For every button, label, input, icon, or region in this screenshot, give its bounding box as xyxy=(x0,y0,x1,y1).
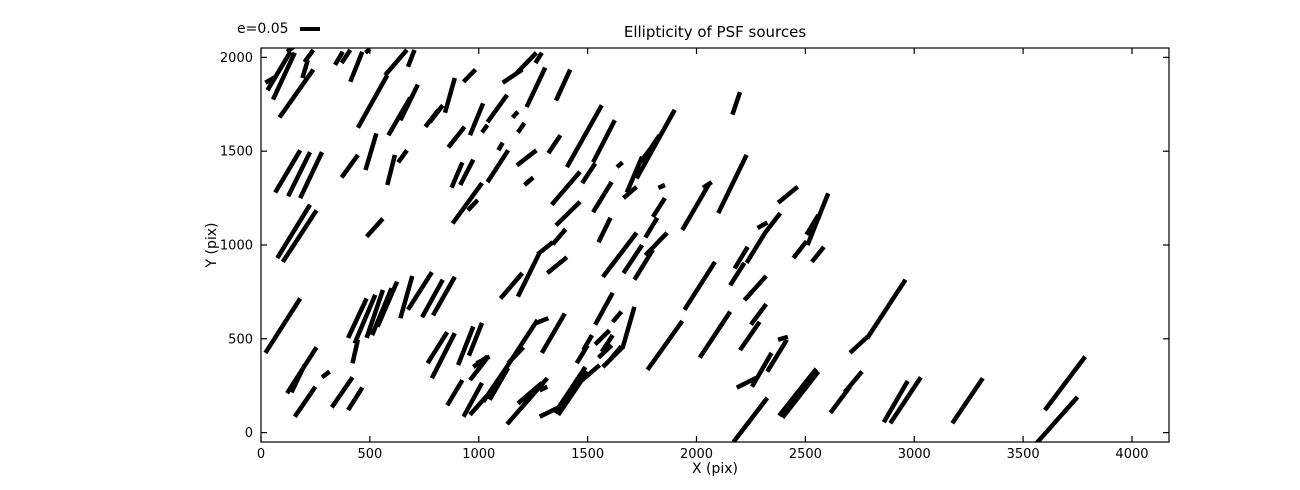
x-tick-label: 3500 xyxy=(1007,447,1040,462)
x-tick-label: 1500 xyxy=(571,447,604,462)
x-tick-label: 3000 xyxy=(898,447,931,462)
x-tick-label: 500 xyxy=(357,447,382,462)
ellipticity-scale-legend: e=0.05 xyxy=(237,20,320,38)
y-axis-label: Y (pix) xyxy=(204,222,220,268)
y-tick-label: 1000 xyxy=(220,239,253,254)
y-tick-label: 500 xyxy=(228,332,253,347)
legend-label: e=0.05 xyxy=(237,21,289,37)
y-tick-label: 0 xyxy=(245,426,253,441)
x-tick-label: 2000 xyxy=(680,447,713,462)
legend-scale-bar-icon xyxy=(299,26,320,32)
axes-spines xyxy=(260,47,1170,443)
whisker-marks xyxy=(263,48,1087,442)
x-tick-label: 4000 xyxy=(1115,447,1148,462)
y-tick-label: 2000 xyxy=(220,51,253,66)
x-axis-label: X (pix) xyxy=(691,461,739,477)
x-tick-label: 2500 xyxy=(789,447,822,462)
x-tick-label: 1000 xyxy=(462,447,495,462)
chart-title: Ellipticity of PSF sources xyxy=(623,23,807,41)
x-tick-label: 0 xyxy=(257,447,265,462)
y-tick-label: 1500 xyxy=(220,145,253,160)
